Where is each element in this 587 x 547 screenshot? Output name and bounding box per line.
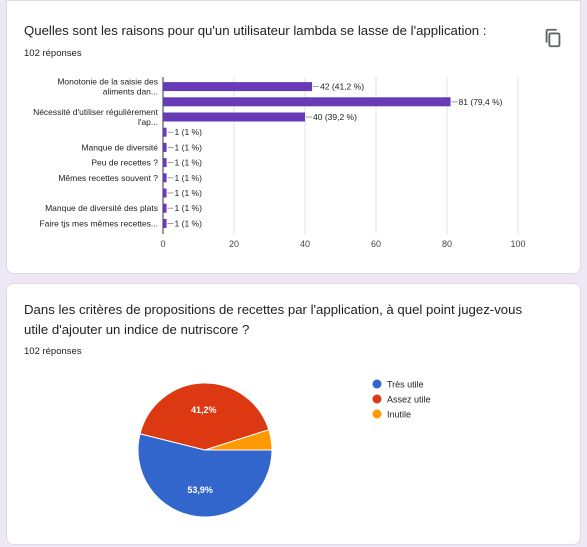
- data-label: 1 (1 %): [175, 218, 203, 228]
- bar[interactable]: [163, 82, 313, 92]
- legend-label: Très utile: [387, 380, 424, 390]
- bar[interactable]: [163, 97, 451, 107]
- category-label: Peu de recettes ?: [91, 158, 158, 168]
- slice-label: 53,9%: [187, 485, 213, 495]
- category-label: Nécessité d'utiliser régulièrement: [33, 107, 159, 117]
- bar[interactable]: [163, 218, 167, 228]
- category-label: l'ap...: [138, 117, 158, 127]
- pie-chart: 53,9% 41,2% Très utile Assez utile Inutile: [137, 379, 431, 518]
- legend-marker: [372, 394, 382, 404]
- response-count: 102 réponses: [24, 48, 82, 59]
- legend-label: Inutile: [387, 410, 411, 420]
- category-label: Manque de diversité des plats: [45, 203, 158, 213]
- bar[interactable]: [163, 142, 167, 152]
- bar-chart: 0 20 40 60 80 100 42 (41,2 %) Monotonie de la s…: [33, 77, 525, 249]
- category-label: Faire tjs mes mêmes recettes...: [39, 218, 158, 228]
- pie-slice[interactable]: [137, 433, 273, 518]
- bar[interactable]: [163, 158, 167, 168]
- data-label: 1 (1 %): [175, 173, 203, 183]
- bar[interactable]: [163, 112, 305, 122]
- data-label: 40 (39,2 %): [313, 112, 357, 122]
- data-label: 1 (1 %): [175, 188, 203, 198]
- legend-marker: [372, 379, 382, 389]
- category-label: Monotonie de la saisie des: [57, 77, 158, 87]
- tick-label: 100: [510, 239, 525, 249]
- data-label: 1 (1 %): [175, 127, 203, 137]
- data-label: 1 (1 %): [175, 203, 203, 213]
- legend-label: Assez utile: [387, 395, 431, 405]
- slice-label: 41,2%: [191, 405, 217, 415]
- data-label: 42 (41,2 %): [320, 82, 364, 92]
- category-label: Manque de diversité: [81, 142, 158, 152]
- copy-icon[interactable]: [542, 27, 564, 49]
- tick-label: 60: [371, 239, 381, 249]
- tick-label: 20: [229, 239, 239, 249]
- response-count: 102 réponses: [24, 346, 82, 357]
- pie-slice[interactable]: [204, 429, 273, 451]
- legend-marker: [372, 409, 382, 419]
- question-card-reasons: Quelles sont les raisons pour qu'un util…: [6, 0, 581, 274]
- question-title: Dans les critères de propositions de rec…: [24, 302, 523, 337]
- data-label: 1 (1 %): [175, 142, 203, 152]
- tick-label: 40: [300, 239, 310, 249]
- bar[interactable]: [163, 173, 167, 183]
- data-label: 81 (79,4 %): [459, 97, 503, 107]
- bar[interactable]: [163, 203, 167, 213]
- category-label: Mêmes recettes souvent ?: [58, 173, 158, 183]
- category-label: aliments dan...: [103, 87, 158, 97]
- bar[interactable]: [163, 127, 167, 137]
- bar[interactable]: [163, 188, 167, 198]
- tick-label: 0: [160, 239, 165, 249]
- question-title: Quelles sont les raisons pour qu'un util…: [24, 23, 487, 38]
- tick-label: 80: [442, 239, 452, 249]
- question-card-nutriscore: Dans les critères de propositions de rec…: [6, 283, 581, 545]
- pie-slice[interactable]: [139, 382, 270, 451]
- data-label: 1 (1 %): [175, 158, 203, 168]
